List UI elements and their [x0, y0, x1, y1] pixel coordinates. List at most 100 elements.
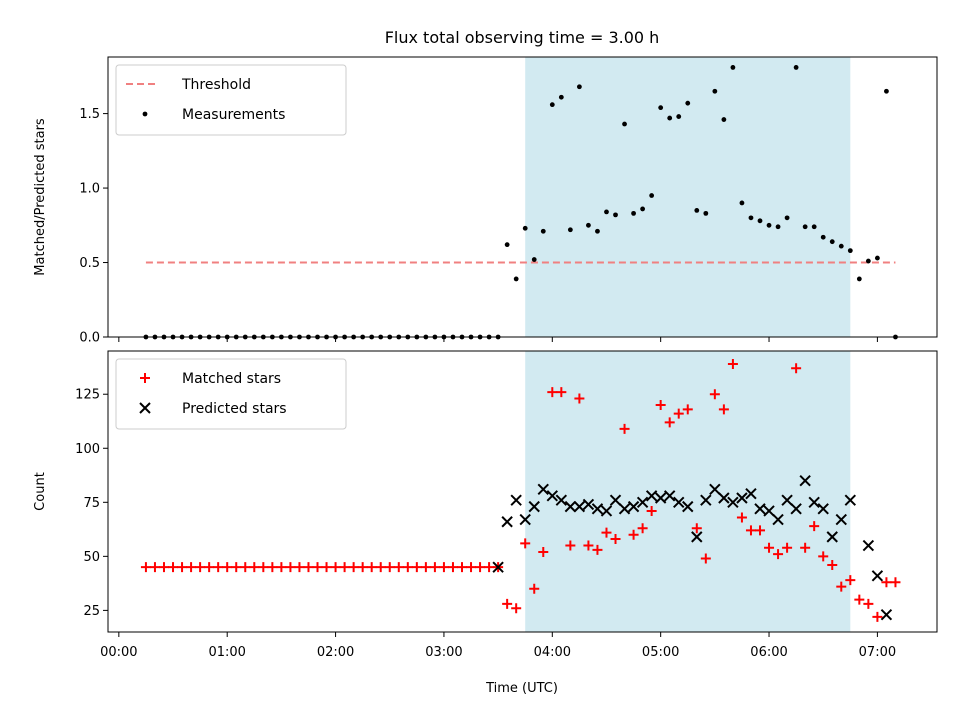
data-point — [682, 404, 693, 415]
data-point — [558, 94, 564, 100]
legend-label: Predicted stars — [182, 401, 287, 417]
data-point — [276, 562, 287, 573]
data-point — [757, 218, 763, 224]
y-tick-label: 50 — [83, 550, 100, 565]
data-point — [682, 500, 694, 513]
data-point — [721, 117, 727, 122]
data-point — [231, 562, 242, 573]
data-point — [874, 255, 880, 261]
data-point — [881, 577, 892, 588]
data-point — [420, 562, 431, 573]
data-point — [447, 562, 458, 573]
data-point — [826, 531, 838, 543]
data-point — [466, 562, 477, 573]
data-point — [519, 513, 531, 526]
data-point — [865, 258, 871, 264]
data-point — [348, 562, 359, 573]
y-tick-label: 125 — [75, 388, 100, 403]
data-point — [158, 562, 169, 573]
legend-box — [115, 64, 347, 136]
data-point — [540, 228, 546, 234]
data-point — [654, 492, 667, 504]
data-point — [854, 594, 865, 605]
legend-label: Matched stars — [182, 371, 281, 387]
data-point — [685, 100, 691, 106]
data-point — [258, 562, 269, 573]
data-point — [613, 212, 618, 218]
data-point — [709, 389, 720, 400]
data-point — [574, 393, 585, 404]
data-point — [631, 210, 636, 216]
data-point — [366, 562, 377, 573]
data-point — [609, 494, 622, 506]
data-point — [739, 200, 745, 206]
data-point — [791, 363, 802, 374]
data-point — [546, 490, 559, 502]
data-point — [586, 222, 591, 228]
data-point — [745, 525, 756, 536]
data-point — [646, 505, 657, 516]
data-point — [817, 503, 829, 515]
data-point — [691, 531, 703, 543]
x-tick-label: 04:00 — [534, 645, 571, 660]
y-axis-label: Matched/Predicted stars — [33, 118, 48, 276]
observing-span — [525, 57, 851, 337]
data-point — [619, 423, 630, 434]
data-point — [694, 208, 700, 213]
data-point — [195, 562, 206, 573]
data-point — [856, 276, 862, 282]
data-point — [604, 209, 609, 215]
data-point — [799, 474, 811, 487]
legend-swatch — [139, 402, 151, 414]
data-point — [610, 534, 621, 545]
data-point — [492, 561, 504, 573]
data-point — [748, 215, 754, 221]
data-point — [847, 248, 853, 254]
data-point — [673, 408, 684, 419]
x-tick-label: 03:00 — [425, 645, 462, 660]
data-point — [504, 242, 510, 248]
data-point — [312, 562, 323, 573]
data-point — [140, 562, 151, 573]
series-matched-stars — [140, 358, 901, 622]
data-point — [884, 88, 889, 94]
data-point — [775, 224, 781, 230]
x-tick-label: 07:00 — [859, 645, 896, 660]
data-point — [763, 505, 775, 517]
data-point — [168, 562, 179, 573]
data-point — [808, 496, 820, 509]
data-point — [595, 228, 600, 234]
data-point — [330, 562, 341, 573]
data-point — [818, 551, 829, 562]
data-point — [667, 115, 673, 121]
y-tick-label: 25 — [83, 604, 100, 619]
data-point — [636, 496, 649, 509]
x-tick-label: 06:00 — [750, 645, 787, 660]
data-point — [204, 562, 215, 573]
y-tick-label: 0.5 — [79, 256, 100, 271]
data-point — [645, 490, 658, 502]
data-point — [438, 562, 449, 573]
data-point — [510, 494, 522, 506]
figure-title: Flux total observing time = 3.00 h — [385, 28, 660, 47]
data-point — [862, 539, 875, 552]
data-point — [537, 483, 549, 496]
data-point — [663, 490, 676, 502]
data-point — [691, 523, 702, 534]
y-tick-label: 1.0 — [79, 182, 100, 197]
legend-box — [115, 358, 347, 430]
data-point — [513, 276, 519, 282]
data-point — [294, 562, 305, 573]
data-point — [628, 529, 639, 540]
data-point — [484, 562, 495, 573]
data-point — [700, 494, 712, 506]
data-point — [528, 500, 540, 513]
legend: Threshold Measurements — [115, 64, 347, 136]
data-point — [709, 483, 721, 496]
data-point — [802, 224, 808, 230]
data-point — [844, 494, 857, 506]
data-point — [727, 358, 738, 369]
data-point — [240, 562, 251, 573]
data-point — [411, 562, 422, 573]
data-point — [627, 500, 640, 513]
